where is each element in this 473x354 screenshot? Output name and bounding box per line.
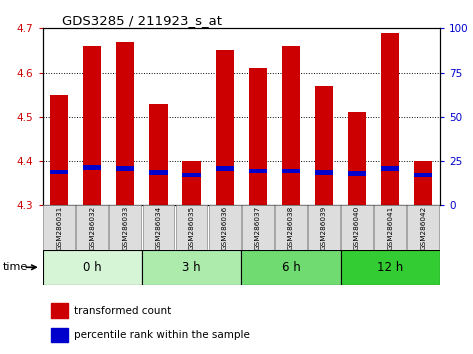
Bar — [83, 165, 101, 170]
Bar — [50, 95, 68, 205]
Bar — [381, 166, 399, 171]
Text: GSM286041: GSM286041 — [387, 205, 393, 250]
Bar — [242, 205, 274, 250]
Bar — [216, 166, 234, 171]
Bar — [50, 170, 68, 174]
Bar — [43, 205, 75, 250]
Bar — [51, 328, 68, 342]
Bar — [341, 205, 373, 250]
Bar — [381, 33, 399, 205]
Text: percentile rank within the sample: percentile rank within the sample — [74, 330, 250, 340]
Text: GSM286040: GSM286040 — [354, 205, 360, 250]
Bar — [43, 250, 142, 285]
Text: 3 h: 3 h — [182, 261, 201, 274]
Bar — [109, 205, 141, 250]
Text: GSM286036: GSM286036 — [222, 205, 228, 250]
Bar — [348, 171, 366, 176]
Text: GSM286039: GSM286039 — [321, 205, 327, 250]
Text: GSM286037: GSM286037 — [255, 205, 261, 250]
Bar — [183, 161, 201, 205]
Bar — [209, 205, 241, 250]
Text: 12 h: 12 h — [377, 261, 403, 274]
Bar — [341, 250, 440, 285]
Bar — [275, 205, 307, 250]
Text: GSM286031: GSM286031 — [56, 205, 62, 250]
Text: 0 h: 0 h — [83, 261, 102, 274]
Bar — [315, 170, 333, 175]
Text: GSM286042: GSM286042 — [420, 205, 426, 250]
Text: GSM286032: GSM286032 — [89, 205, 95, 250]
Bar — [407, 205, 439, 250]
Bar — [414, 161, 432, 205]
Bar — [83, 46, 101, 205]
Bar — [116, 166, 134, 171]
Bar — [142, 250, 241, 285]
Text: time: time — [2, 262, 27, 272]
Bar — [142, 205, 175, 250]
Bar — [315, 86, 333, 205]
Bar — [249, 169, 267, 173]
Text: GSM286035: GSM286035 — [189, 205, 194, 250]
Bar — [183, 173, 201, 177]
Bar — [282, 46, 300, 205]
Bar — [149, 170, 167, 175]
Bar — [282, 169, 300, 173]
Text: GSM286033: GSM286033 — [123, 205, 128, 250]
Bar — [175, 205, 208, 250]
Bar — [116, 41, 134, 205]
Text: GDS3285 / 211923_s_at: GDS3285 / 211923_s_at — [62, 14, 222, 27]
Text: GSM286038: GSM286038 — [288, 205, 294, 250]
Bar — [149, 103, 167, 205]
Bar — [216, 50, 234, 205]
Bar — [76, 205, 108, 250]
Bar — [249, 68, 267, 205]
Bar — [241, 250, 341, 285]
Bar — [51, 303, 68, 318]
Bar — [414, 173, 432, 177]
Text: transformed count: transformed count — [74, 306, 171, 315]
Text: GSM286034: GSM286034 — [156, 205, 161, 250]
Text: 6 h: 6 h — [281, 261, 300, 274]
Bar — [308, 205, 340, 250]
Bar — [348, 112, 366, 205]
Bar — [374, 205, 406, 250]
